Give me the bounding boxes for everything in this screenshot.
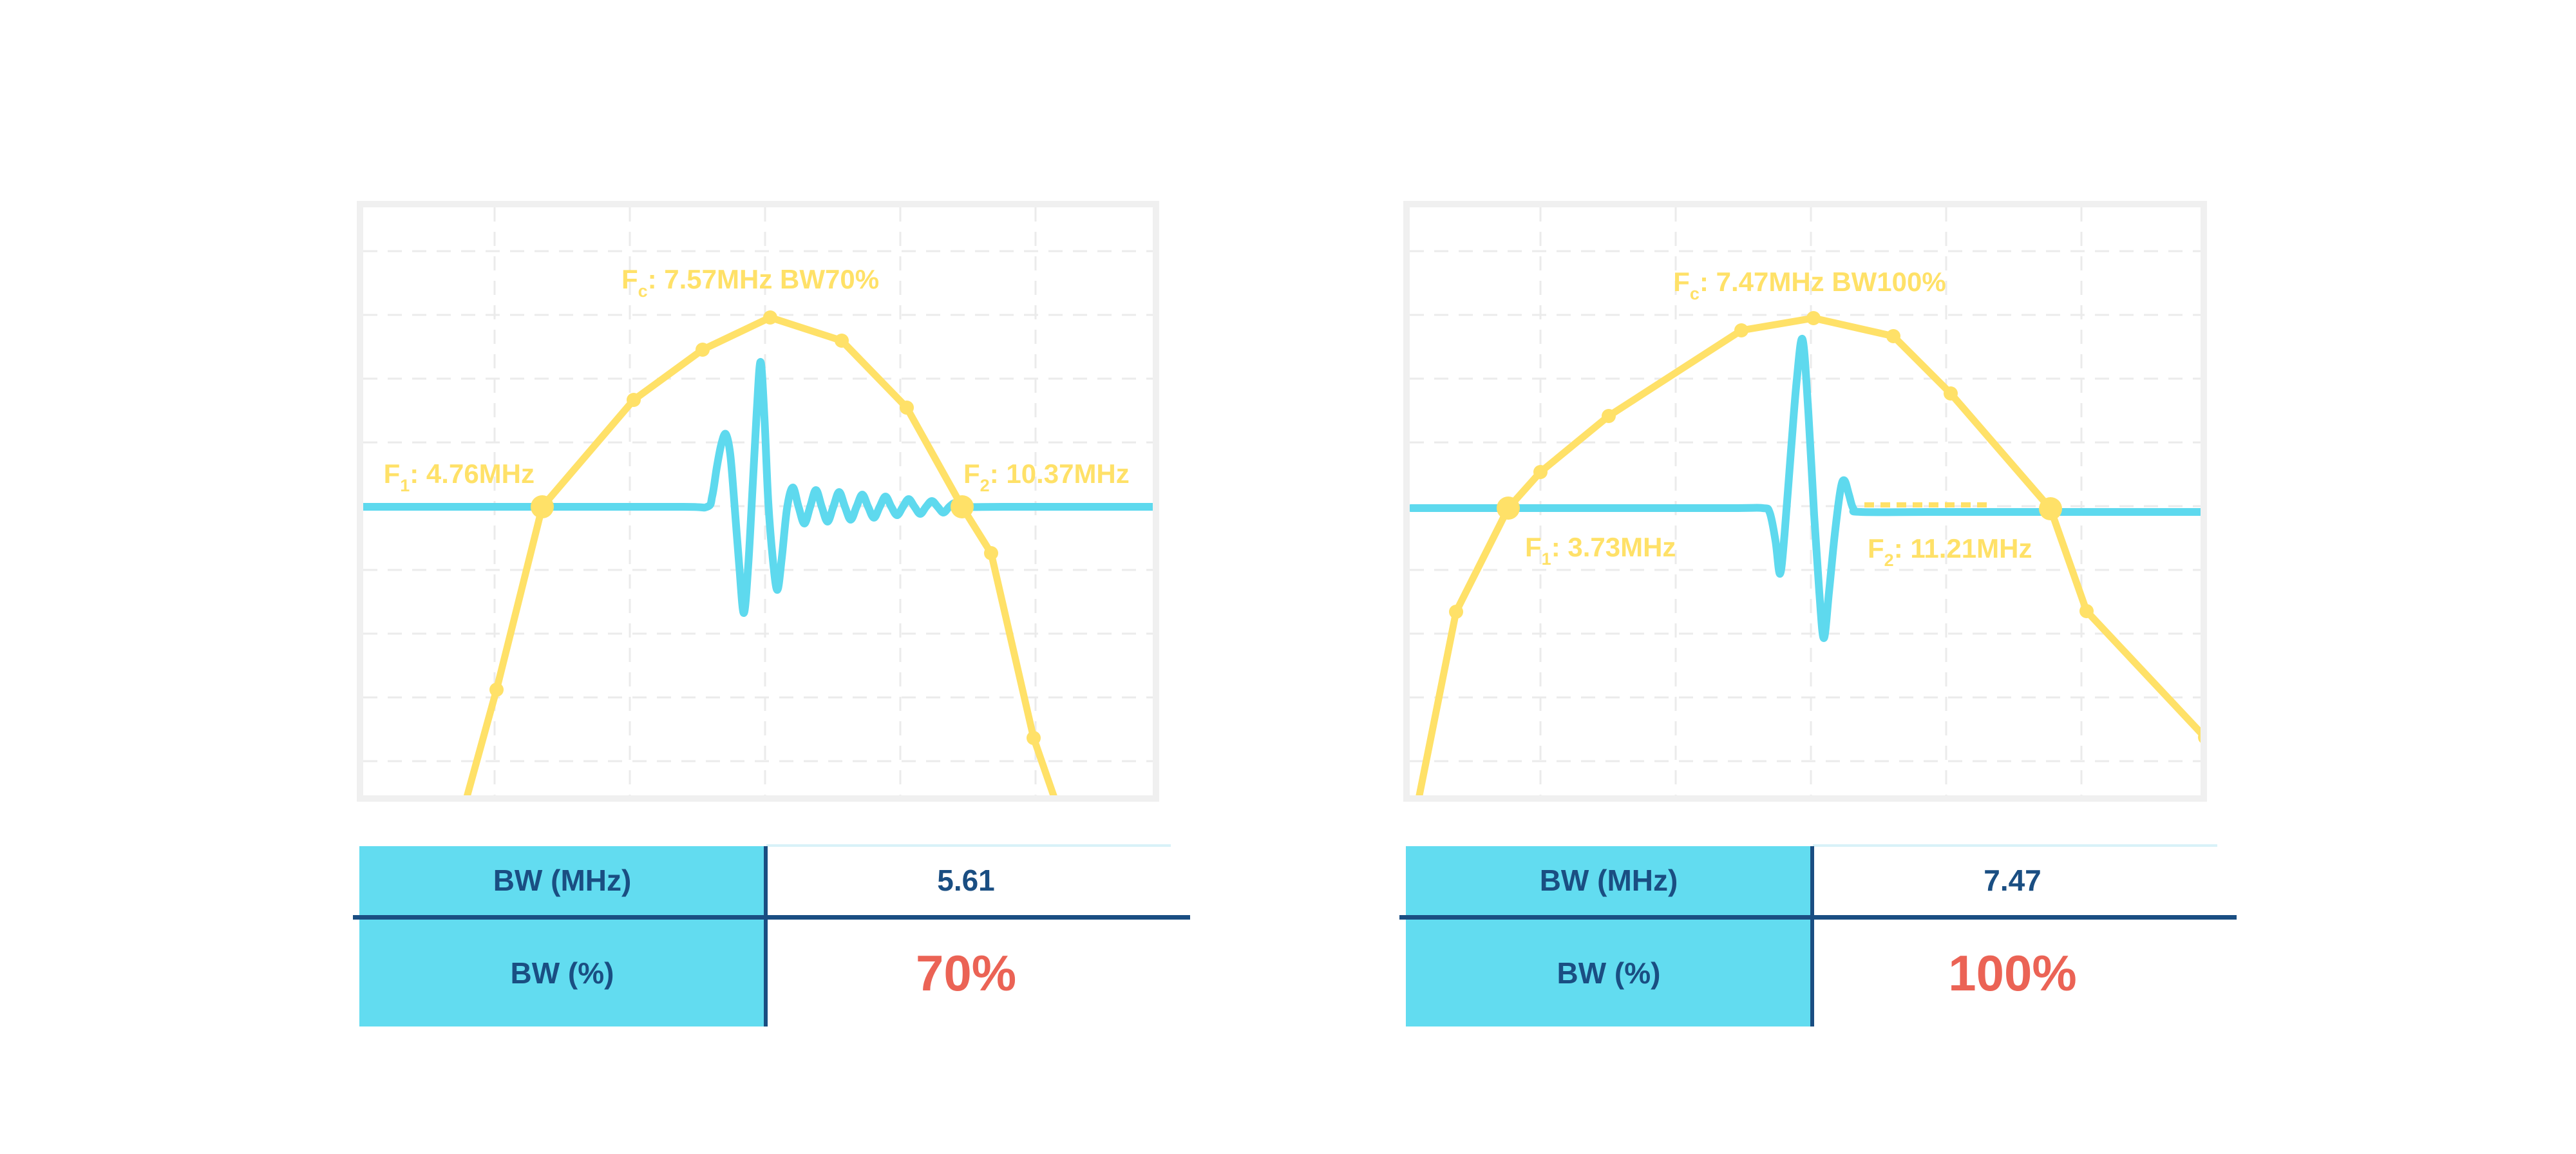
- f2-label: F2: 11.21MHz: [1868, 533, 2032, 570]
- table-column-divider: [1810, 846, 1814, 1026]
- cutoff-frequency-marker: [2039, 497, 2062, 520]
- cutoff-frequency-marker: [531, 495, 554, 518]
- data-point-marker: [835, 334, 849, 348]
- data-point-marker: [1449, 605, 1463, 619]
- plot-area: [1403, 201, 2207, 802]
- table-column-divider: [764, 846, 768, 1026]
- pulse-waveform: [1407, 335, 2206, 642]
- f1-label: F1: 3.73MHz: [1525, 532, 1676, 569]
- data-point-marker: [489, 683, 504, 697]
- table-row-separator: [353, 915, 1190, 920]
- pulse-waveform: [359, 357, 1157, 618]
- table-top-line: [1813, 844, 2217, 847]
- bw-percent-label: BW (%): [510, 956, 614, 990]
- plot-area: [357, 201, 1159, 802]
- data-point-marker: [900, 401, 914, 415]
- table-label-column: [359, 846, 765, 1026]
- cutoff-frequency-marker: [1497, 497, 1520, 520]
- data-point-marker: [1602, 409, 1616, 423]
- cutoff-frequency-marker: [951, 495, 974, 518]
- data-point-marker: [1533, 465, 1548, 479]
- left-spectrum-plot: Fc: 7.57MHz BW70% F1: 4.76MHz F2: 10.37MHz: [357, 201, 1159, 802]
- data-point-marker: [1734, 323, 1748, 337]
- left-bw-table: BW (MHz) 5.61 BW (%) 70%: [353, 844, 1190, 1026]
- table-label-column: [1406, 846, 1812, 1026]
- data-point-marker: [1806, 311, 1821, 325]
- fc-label: Fc: 7.57MHz BW70%: [621, 264, 879, 301]
- data-point-marker: [1944, 386, 1958, 401]
- right-bw-table: BW (MHz) 7.47 BW (%) 100%: [1399, 844, 2237, 1026]
- bw-mhz-label: BW (MHz): [493, 864, 632, 897]
- bw-mhz-value: 7.47: [1984, 864, 2041, 897]
- data-point-marker: [696, 343, 710, 357]
- plot-border: [1403, 201, 2207, 802]
- table-row-separator: [1399, 915, 2237, 920]
- data-point-marker: [1027, 731, 1041, 745]
- table-top-line: [766, 844, 1171, 847]
- data-point-marker: [627, 393, 641, 407]
- data-point-marker: [763, 310, 777, 325]
- bw-percent-value: 70%: [915, 945, 1017, 1001]
- fc-label: Fc: 7.47MHz BW100%: [1673, 267, 1946, 303]
- right-spectrum-plot: Fc: 7.47MHz BW100% F1: 3.73MHz F2: 11.21MH…: [1403, 201, 2207, 802]
- plot-border: [357, 201, 1159, 802]
- bw-mhz-value: 5.61: [937, 864, 995, 897]
- data-point-marker: [1886, 329, 1900, 343]
- f1-label: F1: 4.76MHz: [384, 459, 535, 495]
- data-point-marker: [984, 546, 998, 560]
- f2-label: F2: 10.37MHz: [963, 459, 1130, 495]
- data-point-marker: [2079, 604, 2094, 618]
- bw-percent-value: 100%: [1948, 945, 2077, 1001]
- bw-percent-label: BW (%): [1557, 956, 1661, 990]
- bw-mhz-label: BW (MHz): [1539, 864, 1678, 897]
- spectrum-curve: [462, 314, 1060, 802]
- plot-background: [1403, 201, 2207, 802]
- spectrum-curve: [1414, 314, 2207, 802]
